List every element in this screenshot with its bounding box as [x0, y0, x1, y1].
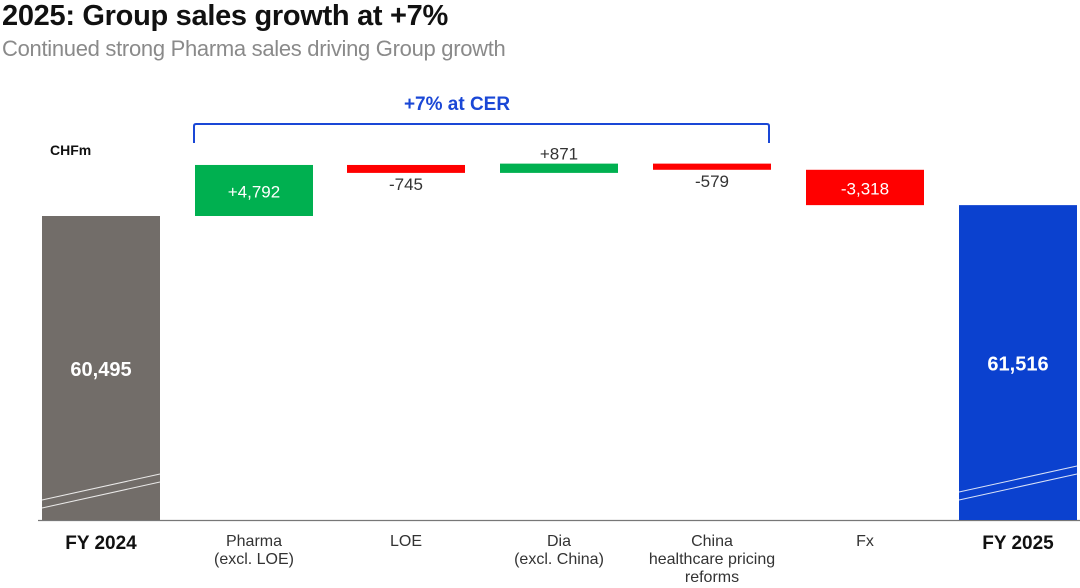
category-label-fx: Fx — [856, 533, 874, 550]
bar-pharma-excl-loe — [195, 164, 313, 216]
axis-break-mark — [958, 465, 1078, 493]
unit-label: CHFm — [50, 142, 91, 158]
category-label-fy-2025: FY 2025 — [982, 533, 1054, 554]
value-label-fx: -3,318 — [841, 179, 889, 198]
value-label-china-healthcare-pricing-reforms: -579 — [695, 172, 729, 191]
axis-break-mark — [41, 473, 161, 501]
value-label-fy-2025: 61,516 — [987, 354, 1048, 376]
bar-dia-excl-china — [500, 163, 618, 173]
cer-bracket — [193, 123, 770, 143]
category-label-china-healthcare-pricing-reforms: healthcare pricing — [649, 551, 775, 568]
value-label-pharma-excl-loe: +4,792 — [228, 182, 280, 201]
value-label-dia-excl-china: +871 — [540, 145, 578, 164]
bar-fy-2025 — [959, 205, 1077, 520]
page-title: 2025: Group sales growth at +7% — [2, 0, 448, 32]
axis-break-mark — [958, 473, 1078, 501]
bar-fy-2024 — [42, 216, 160, 520]
bar-fx — [806, 169, 924, 206]
axis-break-mark — [41, 481, 161, 509]
value-label-loe: -745 — [389, 175, 423, 194]
bar-china-healthcare-pricing-reforms — [653, 163, 771, 170]
category-label-loe: LOE — [390, 533, 422, 550]
category-label-dia-excl-china: Dia — [547, 533, 571, 550]
category-label-fy-2024: FY 2024 — [65, 533, 137, 554]
value-label-fy-2024: 60,495 — [70, 359, 131, 381]
category-label-china-healthcare-pricing-reforms: reforms — [685, 569, 739, 586]
cer-bracket-label: +7% at CER — [404, 94, 510, 115]
page-subtitle: Continued strong Pharma sales driving Gr… — [2, 36, 506, 61]
category-label-pharma-excl-loe: (excl. LOE) — [214, 551, 294, 568]
category-label-pharma-excl-loe: Pharma — [226, 533, 282, 550]
bar-loe — [347, 164, 465, 173]
category-label-dia-excl-china: (excl. China) — [514, 551, 604, 568]
category-label-china-healthcare-pricing-reforms: China — [691, 533, 733, 550]
